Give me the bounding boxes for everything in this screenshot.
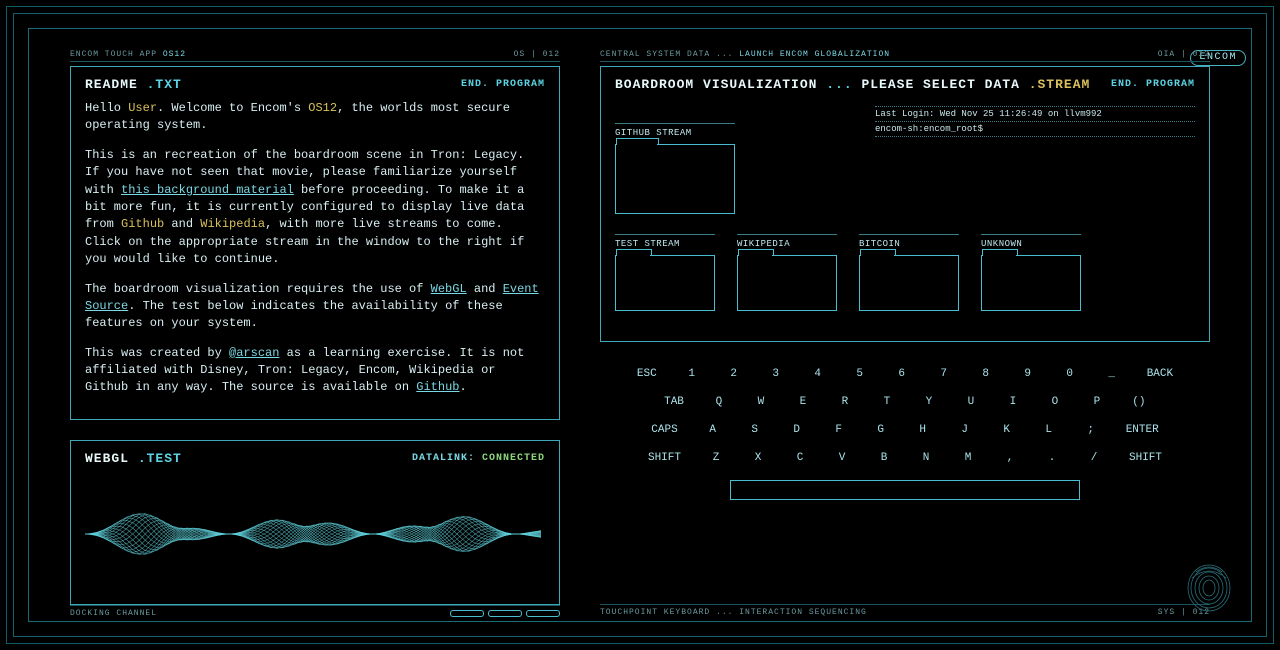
key-k[interactable]: K bbox=[1000, 424, 1014, 436]
folder-bitcoin[interactable]: BITCOIN bbox=[859, 234, 959, 311]
pill-2 bbox=[488, 610, 522, 617]
readme-title: README .TXT bbox=[85, 77, 182, 92]
key-p[interactable]: P bbox=[1090, 396, 1104, 408]
link-webgl[interactable]: WebGL bbox=[431, 282, 467, 296]
key-w[interactable]: W bbox=[754, 396, 768, 408]
folder-wikipedia[interactable]: WIKIPEDIA bbox=[737, 234, 837, 311]
folder-github-stream[interactable]: GITHUB STREAM bbox=[615, 123, 735, 214]
datalink-status: DATALINK: CONNECTED bbox=[412, 453, 545, 464]
key-[interactable]: () bbox=[1132, 396, 1146, 408]
key-[interactable]: _ bbox=[1105, 368, 1119, 380]
key-l[interactable]: L bbox=[1042, 424, 1056, 436]
key-r[interactable]: R bbox=[838, 396, 852, 408]
terminal-line-1: Last Login: Wed Nov 25 11:26:49 on llvm9… bbox=[875, 106, 1195, 122]
key-i[interactable]: I bbox=[1006, 396, 1020, 408]
key-h[interactable]: H bbox=[916, 424, 930, 436]
key-m[interactable]: M bbox=[961, 452, 975, 464]
key-shift[interactable]: SHIFT bbox=[648, 452, 681, 464]
keyboard-input[interactable] bbox=[730, 480, 1080, 500]
boardroom-panel: BOARDROOM VISUALIZATION ... PLEASE SELEC… bbox=[600, 66, 1210, 342]
boardroom-title: BOARDROOM VISUALIZATION ... PLEASE SELEC… bbox=[615, 77, 1090, 92]
key-2[interactable]: 2 bbox=[727, 368, 741, 380]
key-z[interactable]: Z bbox=[709, 452, 723, 464]
virtual-keyboard: ESC 1 2 3 4 5 6 7 8 9 0 _ BACK TAB Q W E R T Y U I O P () CAPS A… bbox=[600, 368, 1210, 500]
readme-body: Hello User. Welcome to Encom's OS12, the… bbox=[85, 100, 545, 397]
key-tab[interactable]: TAB bbox=[664, 396, 684, 408]
key-g[interactable]: G bbox=[874, 424, 888, 436]
key-f[interactable]: F bbox=[832, 424, 846, 436]
key-c[interactable]: C bbox=[793, 452, 807, 464]
key-7[interactable]: 7 bbox=[937, 368, 951, 380]
folder-test-stream[interactable]: TEST STREAM bbox=[615, 234, 715, 311]
key-caps[interactable]: CAPS bbox=[651, 424, 677, 436]
webgl-canvas bbox=[85, 474, 545, 594]
readme-panel: README .TXT END. PROGRAM Hello User. Wel… bbox=[70, 66, 560, 420]
key-t[interactable]: T bbox=[880, 396, 894, 408]
fingerprint-icon[interactable] bbox=[1186, 560, 1232, 612]
pill-1 bbox=[450, 610, 484, 617]
key-o[interactable]: O bbox=[1048, 396, 1062, 408]
key-esc[interactable]: ESC bbox=[637, 368, 657, 380]
key-q[interactable]: Q bbox=[712, 396, 726, 408]
key-a[interactable]: A bbox=[706, 424, 720, 436]
key-3[interactable]: 3 bbox=[769, 368, 783, 380]
key-d[interactable]: D bbox=[790, 424, 804, 436]
key-4[interactable]: 4 bbox=[811, 368, 825, 380]
key-shift[interactable]: SHIFT bbox=[1129, 452, 1162, 464]
key-b[interactable]: B bbox=[877, 452, 891, 464]
key-9[interactable]: 9 bbox=[1021, 368, 1035, 380]
key-v[interactable]: V bbox=[835, 452, 849, 464]
boardroom-end-program[interactable]: END. PROGRAM bbox=[1111, 79, 1195, 90]
key-x[interactable]: X bbox=[751, 452, 765, 464]
link-author[interactable]: @arscan bbox=[229, 346, 279, 360]
key-[interactable]: , bbox=[1003, 452, 1017, 464]
key-0[interactable]: 0 bbox=[1063, 368, 1077, 380]
readme-end-program[interactable]: END. PROGRAM bbox=[461, 79, 545, 90]
key-e[interactable]: E bbox=[796, 396, 810, 408]
key-u[interactable]: U bbox=[964, 396, 978, 408]
key-j[interactable]: J bbox=[958, 424, 972, 436]
key-1[interactable]: 1 bbox=[685, 368, 699, 380]
key-enter[interactable]: ENTER bbox=[1126, 424, 1159, 436]
right-top-bar: CENTRAL SYSTEM DATA ... LAUNCH ENCOM GLO… bbox=[600, 48, 1210, 62]
link-background-material[interactable]: this background material bbox=[121, 183, 294, 197]
key-[interactable]: ; bbox=[1084, 424, 1098, 436]
key-5[interactable]: 5 bbox=[853, 368, 867, 380]
left-top-bar: ENCOM TOUCH APP OS12 OS | 012 bbox=[70, 48, 560, 62]
key-[interactable]: . bbox=[1045, 452, 1059, 464]
webgl-title: WEBGL .TEST bbox=[85, 451, 182, 466]
key-back[interactable]: BACK bbox=[1147, 368, 1173, 380]
key-6[interactable]: 6 bbox=[895, 368, 909, 380]
folder-unknown[interactable]: UNKNOWN bbox=[981, 234, 1081, 311]
key-s[interactable]: S bbox=[748, 424, 762, 436]
link-github-source[interactable]: Github bbox=[416, 380, 459, 394]
pill-3 bbox=[526, 610, 560, 617]
key-8[interactable]: 8 bbox=[979, 368, 993, 380]
webgl-panel: WEBGL .TEST DATALINK: CONNECTED bbox=[70, 440, 560, 605]
key-[interactable]: / bbox=[1087, 452, 1101, 464]
key-n[interactable]: N bbox=[919, 452, 933, 464]
right-bottom-bar: TOUCHPOINT KEYBOARD ... INTERACTION SEQU… bbox=[600, 604, 1210, 620]
left-bottom-bar: DOCKING CHANNEL bbox=[70, 605, 560, 621]
key-y[interactable]: Y bbox=[922, 396, 936, 408]
